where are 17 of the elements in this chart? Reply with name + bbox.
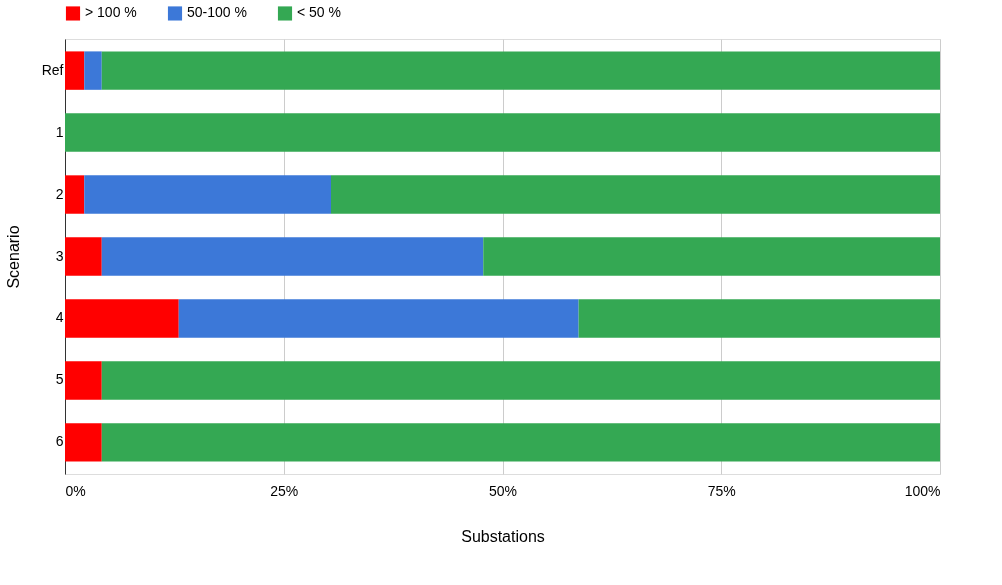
legend-label: < 50 % <box>297 4 341 21</box>
y-tick-label: 4 <box>55 309 64 326</box>
x-tick-label: 75% <box>707 482 736 499</box>
x-tick-label: 100% <box>904 482 941 499</box>
y-tick-label: 5 <box>55 371 64 388</box>
x-axis-title: Substations <box>461 527 545 545</box>
x-tick-label: 0% <box>65 482 86 499</box>
y-tick-label: 3 <box>55 247 64 264</box>
x-tick-label: 50% <box>488 482 518 499</box>
legend-label: 50-100 % <box>187 4 247 21</box>
legend-label: > 100 % <box>85 4 137 21</box>
y-tick-label: Ref <box>41 61 64 78</box>
y-tick-label: 2 <box>55 185 64 202</box>
y-tick-label: 6 <box>55 433 64 450</box>
y-tick-label: 1 <box>55 123 64 140</box>
x-tick-label: 25% <box>270 482 299 499</box>
y-axis-title: Scenario <box>4 225 22 289</box>
